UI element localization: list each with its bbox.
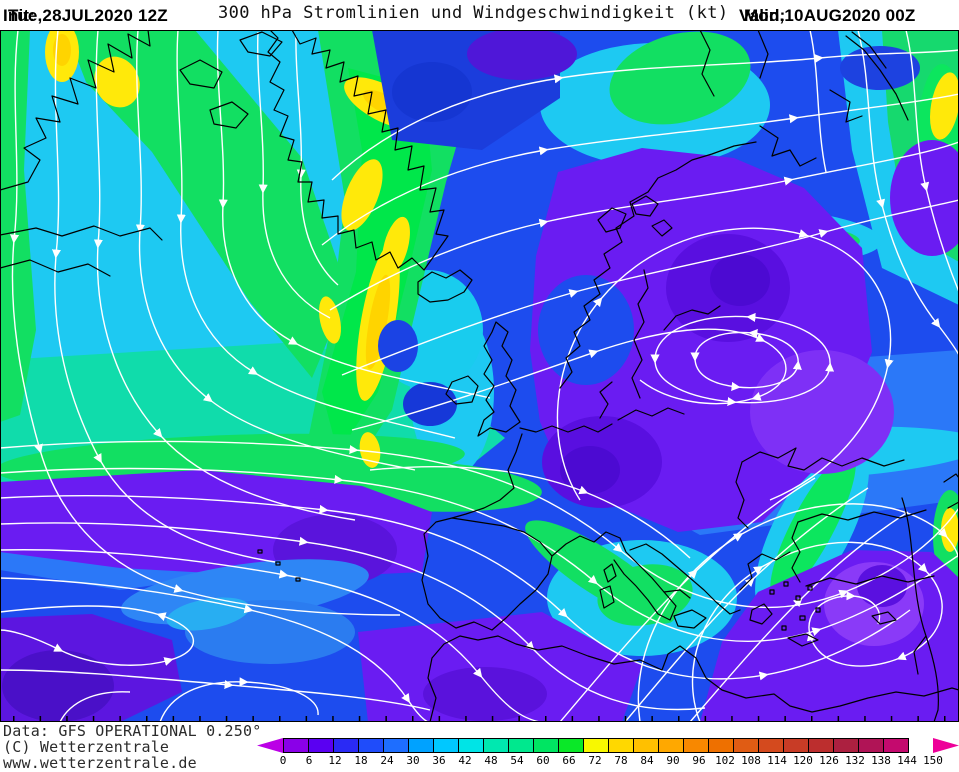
wind-speed-field	[0, 30, 959, 722]
colorbar-tick: 144	[897, 754, 917, 767]
colorbar-segment	[658, 738, 684, 753]
chart-title: 300 hPa Stromlinien und Windgeschwindigk…	[218, 3, 728, 23]
colorbar-segment	[483, 738, 509, 753]
colorbar-under-arrow	[257, 738, 283, 753]
colorbar-tick: 84	[640, 754, 653, 767]
colorbar-tick: 30	[406, 754, 419, 767]
colorbar-tick: 60	[536, 754, 549, 767]
colorbar-segment	[383, 738, 409, 753]
colorbar-segment	[808, 738, 834, 753]
colorbar-tick: 126	[819, 754, 839, 767]
colorbar-segment	[858, 738, 884, 753]
footer-bar: Data: GFS OPERATIONAL 0.250° (C) Wetterz…	[0, 722, 959, 770]
colorbar-tick: 132	[845, 754, 865, 767]
colorbar-segment	[583, 738, 609, 753]
colorbar-tick: 72	[588, 754, 601, 767]
colorbar-segment	[533, 738, 559, 753]
colorbar-tick: 66	[562, 754, 575, 767]
colorbar-tick: 96	[692, 754, 705, 767]
colorbar-tick: 102	[715, 754, 735, 767]
colorbar-tick: 90	[666, 754, 679, 767]
colorbar-tick: 138	[871, 754, 891, 767]
credits-block: Data: GFS OPERATIONAL 0.250° (C) Wetterz…	[3, 723, 261, 771]
copyright-line: (C) Wetterzentrale	[3, 739, 261, 755]
data-source-line: Data: GFS OPERATIONAL 0.250°	[3, 723, 261, 739]
colorbar-segment	[308, 738, 334, 753]
colorbar-segment	[683, 738, 709, 753]
colorbar-segment	[458, 738, 484, 753]
colorbar-tick: 36	[432, 754, 445, 767]
colorbar-segment	[783, 738, 809, 753]
colorbar-tick: 0	[280, 754, 287, 767]
colorbar-segment	[358, 738, 384, 753]
valid-datetime: Valid: Mon,10AUG2020 00Z	[739, 3, 744, 23]
colorbar-tick: 12	[328, 754, 341, 767]
wind-speed-colorbar: 0 6 12 18 24 30 36 42 48 54 60 66 72 78 84 90 96 102 108 11…	[257, 738, 959, 770]
colorbar-segments	[283, 738, 909, 753]
init-datetime: Init: Tue,28JUL2020 12Z	[3, 3, 8, 23]
weather-map-svg	[0, 30, 959, 722]
colorbar-segment	[833, 738, 859, 753]
colorbar-segment	[633, 738, 659, 753]
colorbar-tick: 108	[741, 754, 761, 767]
colorbar-segment	[508, 738, 534, 753]
header-bar: Init: Tue,28JUL2020 12Z 300 hPa Stromlin…	[0, 0, 959, 30]
colorbar-tick: 24	[380, 754, 393, 767]
weather-map-image	[0, 30, 959, 722]
colorbar-segment	[433, 738, 459, 753]
colorbar-tick: 18	[354, 754, 367, 767]
colorbar-segment	[283, 738, 309, 753]
colorbar-tick: 42	[458, 754, 471, 767]
website-line: www.wetterzentrale.de	[3, 755, 261, 771]
colorbar-segment	[758, 738, 784, 753]
colorbar-segment	[608, 738, 634, 753]
colorbar-ticks: 0 6 12 18 24 30 36 42 48 54 60 66 72 78 84 90 96 102 108 11…	[283, 754, 933, 768]
colorbar-tick: 54	[510, 754, 523, 767]
colorbar-over-arrow	[933, 738, 959, 753]
colorbar-tick: 150	[923, 754, 943, 767]
colorbar-tick: 120	[793, 754, 813, 767]
colorbar-segment	[883, 738, 909, 753]
colorbar-segment	[408, 738, 434, 753]
colorbar-segment	[558, 738, 584, 753]
colorbar-segment	[733, 738, 759, 753]
colorbar-tick: 48	[484, 754, 497, 767]
colorbar-segment	[333, 738, 359, 753]
colorbar-segment	[708, 738, 734, 753]
colorbar-tick: 6	[306, 754, 313, 767]
colorbar-tick: 78	[614, 754, 627, 767]
colorbar-tick: 114	[767, 754, 787, 767]
